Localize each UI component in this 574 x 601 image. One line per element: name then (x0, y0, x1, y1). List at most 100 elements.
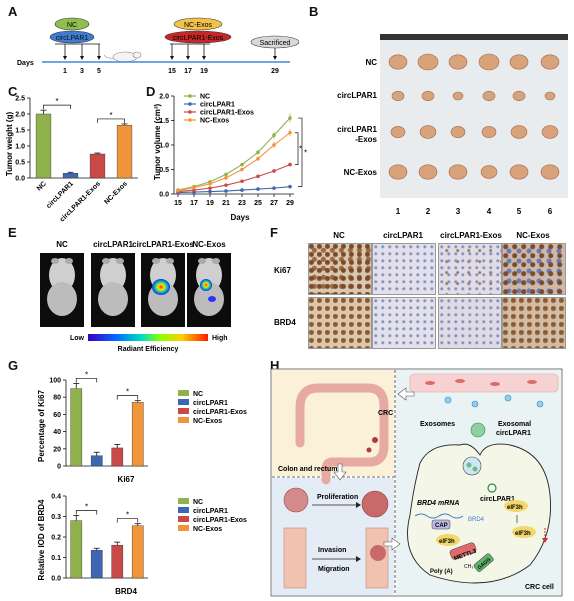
photo-col-2: 2 (426, 207, 431, 216)
mouse-body (100, 258, 126, 292)
ihc-col-nc-exos: NC-Exos (516, 231, 550, 240)
mouse-ear (212, 258, 220, 264)
ivis-label-circlpar1-exos: circLPAR1-Exos (132, 240, 194, 249)
mouse-body (49, 258, 75, 292)
legend-swatch (178, 507, 189, 513)
legend-marker (188, 118, 192, 122)
ihc-circlpar1-ki67 (372, 243, 436, 295)
bar (131, 525, 144, 579)
panel-label-c: C (8, 84, 18, 99)
mouse-ear (198, 258, 206, 264)
timeline-nc: NC (67, 22, 77, 29)
mouse-icon (103, 51, 142, 63)
tumor-sample (478, 53, 500, 71)
panel-label-f: F (270, 225, 278, 240)
m6a-label: CH₃ (464, 564, 473, 570)
series-line (177, 186, 291, 194)
tumor-sample (480, 165, 498, 179)
arrow-left (397, 387, 415, 401)
photo-row-circlpar1-exos-2: -Exos (355, 135, 377, 144)
sig-star: * (304, 148, 307, 157)
tumor-sample (452, 91, 464, 101)
data-point (208, 181, 212, 186)
photo-row-nc: NC (365, 58, 377, 67)
y-tick-label: 0.0 (51, 576, 61, 583)
x-tick-label: 21 (222, 200, 230, 207)
tumor-sample (448, 164, 468, 180)
data-point (240, 167, 244, 172)
legend-swatch (178, 417, 189, 423)
y-tick-label: 1.0 (159, 143, 169, 150)
mechanism-schematic: CRC Colon and rectum Exosomes Exosomal c… (270, 368, 563, 597)
sig-bracket (116, 395, 139, 400)
data-point (224, 176, 228, 180)
legend-label: circLPAR1 (193, 400, 228, 407)
panel-label-g: G (8, 358, 19, 373)
ki67-xlabel: Ki67 (118, 475, 135, 484)
tumor-sample (510, 125, 528, 139)
y-tick-label: 60 (53, 412, 61, 419)
data-point (272, 143, 276, 147)
timeline-days-label: Days (17, 60, 34, 67)
x-tick-label: 23 (238, 200, 246, 207)
y-tick-label: 20 (53, 446, 61, 453)
tumor-photo-panel: NC circLPAR1 circLPAR1 -Exos NC-Exos 1 2… (337, 34, 568, 216)
photo-row-nc-exos: NC-Exos (344, 168, 378, 177)
tumor-volume-chart: 0.00.51.01.52.015 17 19 21 23 25 27 29NCcircLPA… (153, 94, 307, 223)
tumor-sample (391, 90, 405, 102)
ki67-chart: 0 20 40 60 80 100 * * NC circLPAR1 circLPAR1-Exos N… (37, 370, 247, 484)
data-point (256, 174, 260, 179)
timeline-sacrificed: Sacrificed (260, 40, 291, 47)
data-point (208, 186, 212, 190)
tumor-sample (544, 91, 556, 101)
timeline-figure: NC circLPAR1 NC-Exos circLPAR1-Exos Sacr… (17, 17, 300, 75)
ihc-row-ki67: Ki67 (274, 266, 291, 275)
photo-col-3: 3 (456, 207, 461, 216)
ihc-nc-brd4 (308, 297, 372, 349)
ihc-nc-ki67 (308, 243, 372, 295)
ihc-col-circlpar1-exos: circLPAR1-Exos (440, 231, 502, 240)
data-point (240, 179, 244, 184)
sig-bracket (43, 104, 71, 110)
y-tick-label: 0.4 (51, 494, 61, 501)
bar (131, 402, 144, 467)
y-tick-label: 0.1 (51, 555, 61, 562)
proliferation-label: Proliferation (317, 494, 358, 501)
mrna-strand (414, 513, 464, 519)
tumor-sample (481, 126, 497, 138)
scale-high: High (212, 335, 228, 342)
scale-low: Low (70, 335, 85, 342)
eif3h-icon-1 (504, 500, 528, 512)
bar (90, 455, 103, 467)
day-3: 3 (80, 68, 84, 75)
bar (90, 550, 103, 579)
panel-label-b: B (309, 4, 319, 19)
data-point (272, 133, 276, 137)
sig-bracket (97, 118, 125, 123)
legend-marker (188, 94, 192, 98)
ihc-panel: NC circLPAR1 circLPAR1-Exos NC-Exos Ki67… (270, 225, 574, 355)
sig-star: * (85, 502, 88, 511)
legend-label: NC-Exos (200, 118, 229, 125)
colon-icon (295, 383, 389, 485)
photo-row-circlpar1: circLPAR1 (337, 91, 377, 100)
day-17: 17 (184, 68, 192, 75)
mouse-ear (51, 258, 59, 264)
legend-label: NC (193, 391, 203, 398)
circlpar1-exos-oval (164, 30, 232, 44)
brd4-chart: 0.0 0.1 0.2 0.3 0.4 * * NC circLPAR1 circLPAR1-Ex… (37, 494, 247, 597)
timeline-circlpar1: circLPAR1 (56, 35, 89, 42)
legend-marker (188, 110, 192, 114)
tumor-sample (509, 164, 529, 180)
tumor-sample (390, 126, 406, 138)
ihc-col-circlpar1: circLPAR1 (383, 231, 423, 240)
ivis-label-nc: NC (56, 240, 68, 249)
brd4-ylabel: Relative IOD of BRD4 (37, 499, 46, 580)
data-point (288, 116, 292, 120)
y-tick-label: 1.5 (159, 118, 169, 125)
tumor-volume-xlabel: Days (230, 213, 250, 222)
arrow-right (383, 537, 401, 551)
y-tick-label: 40 (53, 429, 61, 436)
y-tick-label: 100 (49, 378, 61, 385)
ivis-panel: NC circLPAR1 circLPAR1-Exos NC-Exos Low … (40, 240, 231, 353)
